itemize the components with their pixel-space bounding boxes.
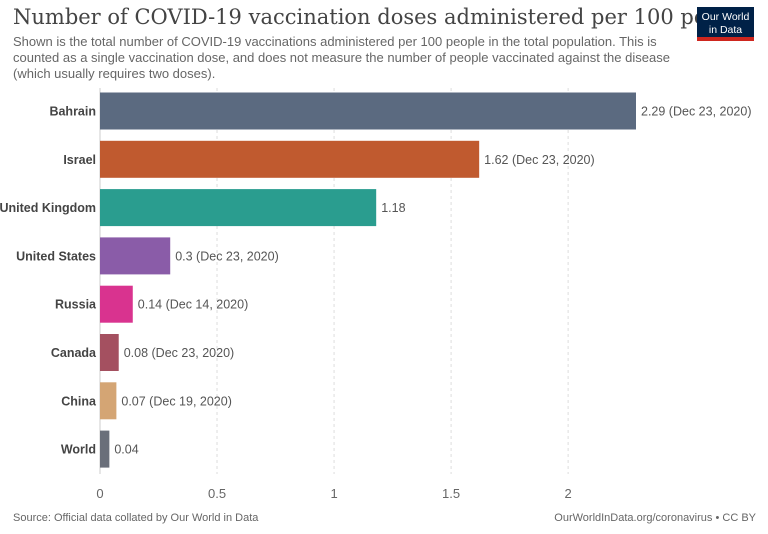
owid-logo-text: Our World in Data	[697, 11, 754, 37]
category-label: Bahrain	[49, 105, 96, 119]
bar[interactable]	[100, 140, 480, 178]
x-tick-label: 1	[330, 486, 337, 501]
category-label: Canada	[51, 346, 97, 360]
x-tick-label: 2	[565, 486, 572, 501]
bar-chart: Bahrain Israel United Kingdom United States…	[0, 88, 752, 501]
data-label: 0.14 (Dec 14, 2020)	[138, 298, 249, 312]
logo-line-2: in Data	[708, 24, 743, 36]
owid-logo[interactable]: Our World in Data	[697, 7, 754, 41]
footer-link[interactable]: OurWorldInData.org/coronavirus • CC BY	[554, 512, 756, 524]
x-tick-label: 1.5	[442, 486, 460, 501]
chart-subtitle: Shown is the total number of COVID-19 va…	[13, 34, 670, 81]
data-label: 0.3 (Dec 23, 2020)	[175, 249, 279, 263]
bar[interactable]	[100, 430, 110, 468]
bar[interactable]	[100, 382, 117, 420]
bar[interactable]	[100, 92, 636, 130]
bar[interactable]	[100, 189, 377, 227]
data-label: 0.07 (Dec 19, 2020)	[121, 394, 232, 408]
chart-category-labels: Bahrain Israel United Kingdom United States…	[0, 105, 97, 457]
chart-bars	[100, 92, 636, 468]
category-label: World	[61, 443, 96, 457]
data-label: 1.18	[381, 201, 405, 215]
x-tick-label: 0.5	[208, 486, 226, 501]
logo-line-1: Our World	[701, 11, 750, 23]
category-label: Israel	[63, 153, 96, 167]
x-tick-label: 0	[96, 486, 103, 501]
data-label: 0.08 (Dec 23, 2020)	[124, 346, 234, 360]
data-label: 0.04	[114, 443, 138, 457]
data-label: 2.29 (Dec 23, 2020)	[641, 105, 752, 119]
category-label: Russia	[55, 298, 97, 312]
data-label: 1.62 (Dec 23, 2020)	[484, 153, 595, 167]
chart-data-labels: 2.29 (Dec 23, 2020) 1.62 (Dec 23, 2020) 1.…	[114, 105, 751, 457]
chart-x-axis: 0 0.5 1 1.5 2	[96, 486, 571, 501]
bar[interactable]	[100, 334, 119, 371]
bar[interactable]	[100, 237, 171, 275]
bar[interactable]	[100, 285, 133, 323]
chart-title: Number of COVID-19 vaccination doses adm…	[13, 5, 752, 29]
logo-accent-bar	[697, 37, 754, 41]
category-label: United Kingdom	[0, 201, 96, 215]
category-label: China	[61, 394, 97, 408]
category-label: United States	[16, 249, 96, 263]
source-note: Source: Official data collated by Our Wo…	[13, 512, 259, 524]
